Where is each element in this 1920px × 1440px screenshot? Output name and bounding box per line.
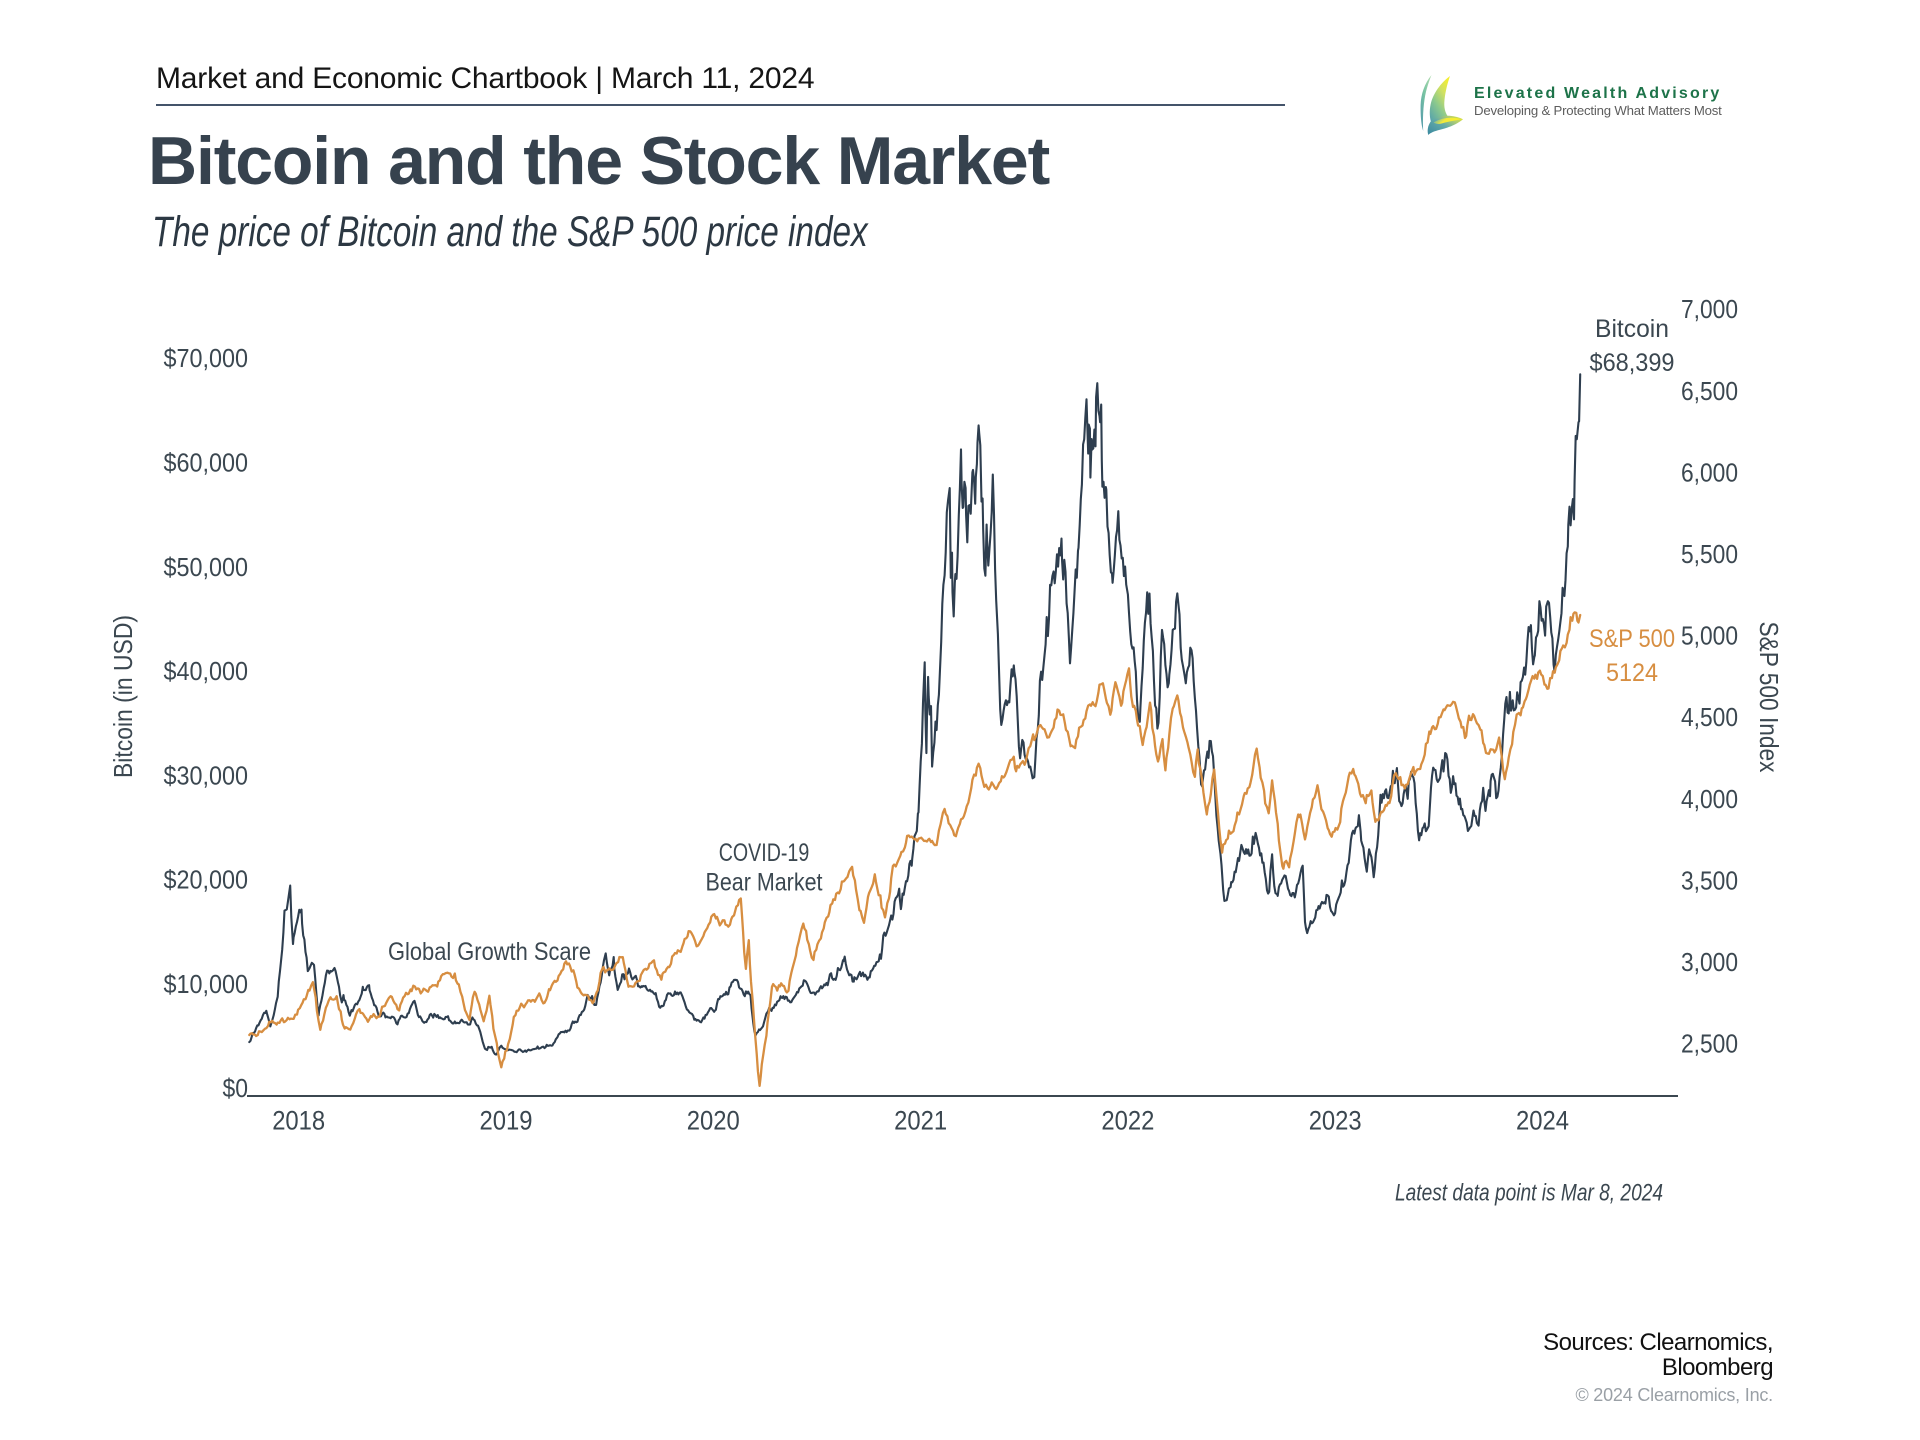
svg-text:4,500: 4,500 bbox=[1681, 702, 1738, 732]
svg-text:Bitcoin (in USD): Bitcoin (in USD) bbox=[108, 615, 138, 778]
svg-text:$20,000: $20,000 bbox=[164, 865, 249, 895]
svg-text:2018: 2018 bbox=[272, 1106, 325, 1136]
svg-text:$0: $0 bbox=[223, 1073, 249, 1103]
svg-text:2024: 2024 bbox=[1516, 1106, 1569, 1136]
svg-text:2020: 2020 bbox=[687, 1106, 740, 1136]
svg-text:4,000: 4,000 bbox=[1681, 784, 1738, 814]
svg-text:2021: 2021 bbox=[894, 1106, 947, 1136]
svg-text:Latest data point is Mar 8, 20: Latest data point is Mar 8, 2024 bbox=[1395, 1180, 1663, 1207]
svg-text:Global Growth Scare: Global Growth Scare bbox=[388, 938, 591, 966]
svg-text:2019: 2019 bbox=[480, 1106, 533, 1136]
svg-text:2023: 2023 bbox=[1309, 1106, 1362, 1136]
svg-text:6,000: 6,000 bbox=[1681, 457, 1738, 487]
svg-text:3,500: 3,500 bbox=[1681, 865, 1738, 895]
svg-text:Bitcoin: Bitcoin bbox=[1595, 315, 1669, 343]
svg-text:S&P 500: S&P 500 bbox=[1589, 625, 1675, 653]
svg-text:5124: 5124 bbox=[1606, 659, 1658, 687]
svg-text:3,000: 3,000 bbox=[1681, 947, 1738, 977]
svg-text:$10,000: $10,000 bbox=[164, 969, 249, 999]
svg-text:7,000: 7,000 bbox=[1681, 294, 1738, 324]
svg-text:S&P 500 Index: S&P 500 Index bbox=[1754, 622, 1784, 773]
svg-text:$68,399: $68,399 bbox=[1590, 349, 1675, 377]
svg-text:2,500: 2,500 bbox=[1681, 1029, 1738, 1059]
svg-text:5,500: 5,500 bbox=[1681, 539, 1738, 569]
svg-text:Bear Market: Bear Market bbox=[706, 869, 823, 897]
svg-text:$50,000: $50,000 bbox=[164, 552, 249, 582]
svg-text:2022: 2022 bbox=[1101, 1106, 1154, 1136]
svg-text:$30,000: $30,000 bbox=[164, 760, 249, 790]
svg-text:$70,000: $70,000 bbox=[164, 343, 249, 373]
svg-text:5,000: 5,000 bbox=[1681, 621, 1738, 651]
svg-text:COVID-19: COVID-19 bbox=[719, 839, 810, 867]
svg-text:6,500: 6,500 bbox=[1681, 376, 1738, 406]
svg-text:$40,000: $40,000 bbox=[164, 656, 249, 686]
svg-text:$60,000: $60,000 bbox=[164, 448, 249, 478]
